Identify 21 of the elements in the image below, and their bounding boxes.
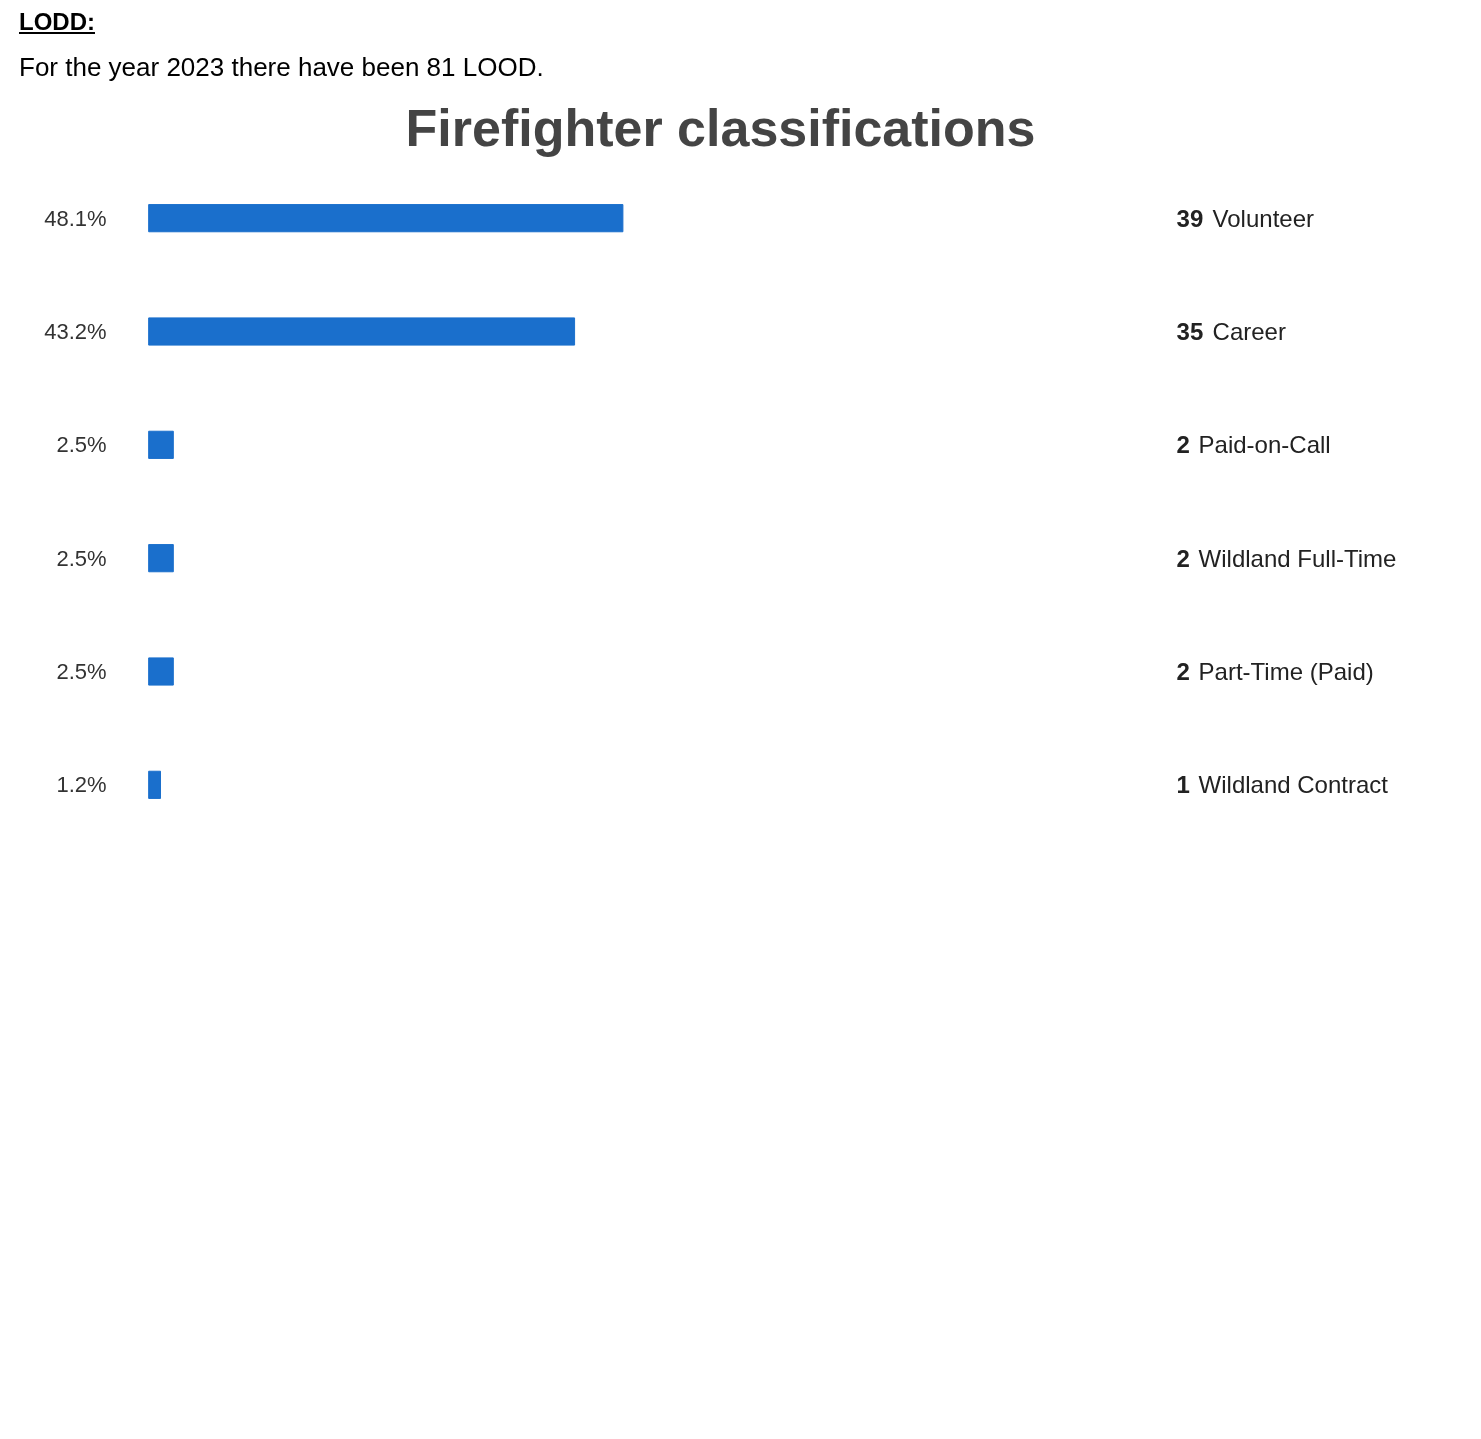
bar (148, 317, 576, 347)
bar (148, 204, 624, 233)
text: For the year 2023 there have been 81 LOOD. (19, 51, 544, 85)
y-tick-label: 1 Wildland Contract (1176, 771, 1389, 799)
data-label: 43.2% (44, 319, 107, 345)
bar (148, 657, 174, 687)
data-label: 2.5% (56, 659, 107, 685)
y-tick-label: 35 Career (1176, 318, 1286, 346)
bar (148, 431, 174, 460)
text: LODD: (19, 7, 95, 37)
data-label: 2.5% (56, 546, 107, 572)
y-tick-label: 39 Volunteer (1176, 205, 1315, 233)
bar (148, 771, 161, 800)
y-tick-label: 2 Part-Time (Paid) (1176, 658, 1374, 686)
y-tick-label: 2 Paid-on-Call (1176, 431, 1331, 459)
chart-title: Firefighter classifications (405, 98, 1036, 157)
data-label: 1.2% (56, 772, 107, 798)
data-label: 48.1% (44, 206, 107, 232)
bar (148, 544, 174, 573)
y-tick-label: 2 Wildland Full-Time (1176, 545, 1397, 573)
data-label: 2.5% (56, 432, 107, 458)
